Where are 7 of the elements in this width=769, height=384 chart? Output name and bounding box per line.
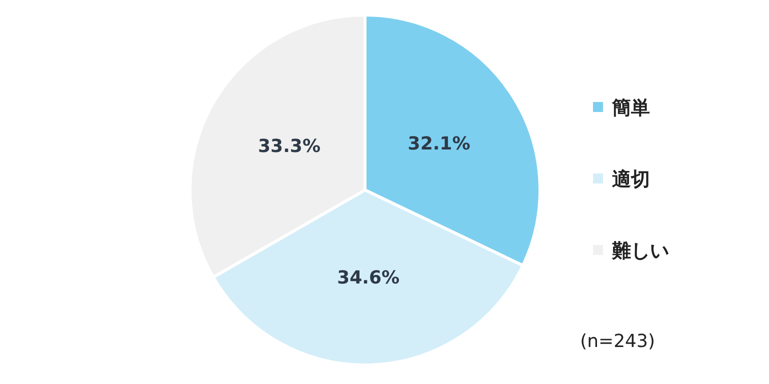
data-label: 33.3% bbox=[258, 136, 320, 158]
legend-label: 難しい bbox=[611, 240, 669, 262]
data-label: 32.1% bbox=[408, 133, 470, 154]
data-label: 34.6% bbox=[337, 267, 400, 288]
legend-label: 簡単 bbox=[611, 97, 650, 119]
text: (n=243) bbox=[580, 331, 655, 352]
legend-label: 適切 bbox=[612, 168, 650, 190]
